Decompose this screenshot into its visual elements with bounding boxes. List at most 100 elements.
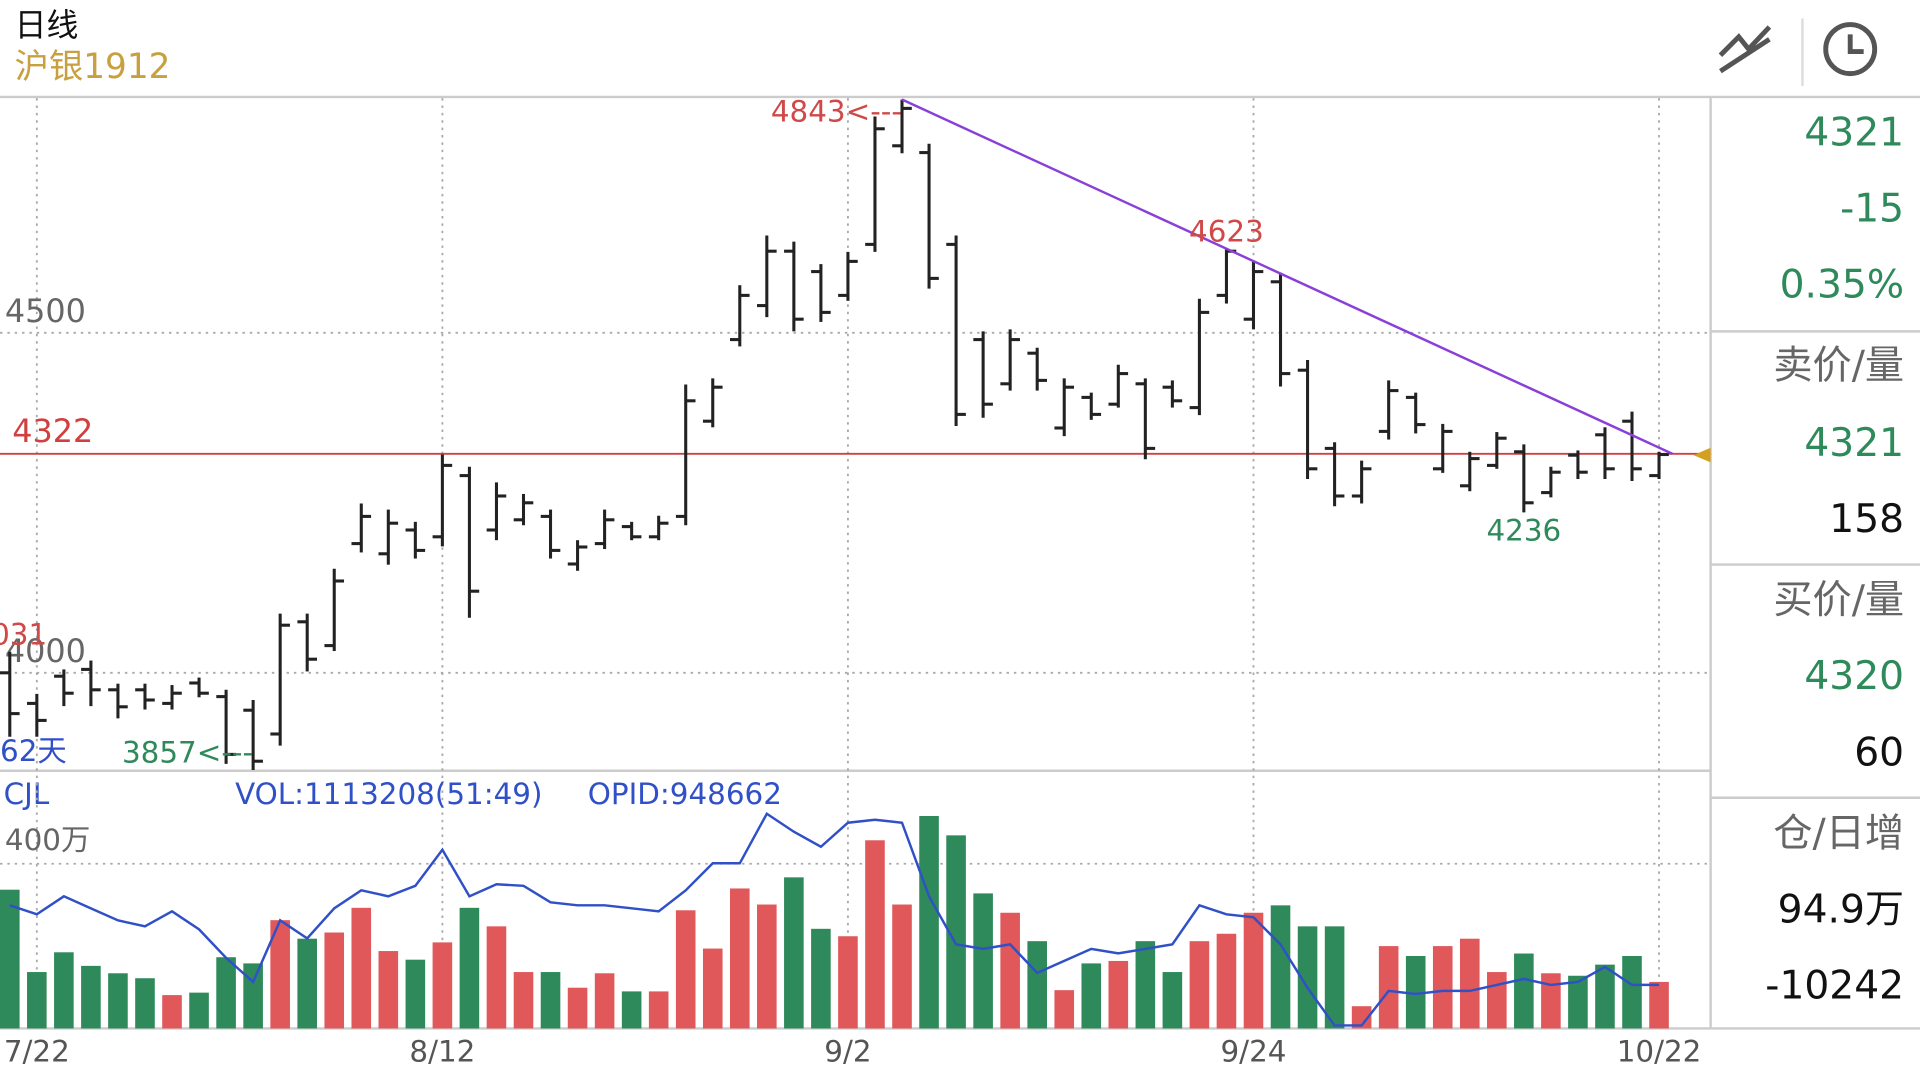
bid-label: 买价/量 xyxy=(1773,578,1904,623)
volume-bar xyxy=(513,972,534,1029)
volume-bar xyxy=(1081,963,1102,1029)
price-annotation: 4843<--- xyxy=(771,95,902,129)
icon-stroke[interactable] xyxy=(1719,37,1771,74)
opid-line xyxy=(9,811,1660,1027)
x-tick-label: 9/2 xyxy=(824,1034,871,1068)
oi-change: -10242 xyxy=(1765,963,1904,1008)
volume-bar xyxy=(81,965,101,1029)
volume-bar xyxy=(405,959,426,1029)
volume-bar xyxy=(973,893,993,1029)
volume-bar xyxy=(1487,972,1507,1029)
ask-label: 卖价/量 xyxy=(1773,344,1904,389)
volume-bar xyxy=(648,991,669,1029)
volume-bar xyxy=(108,973,128,1029)
title: 日线 xyxy=(15,6,79,44)
volume-bar xyxy=(1432,946,1453,1029)
x-tick-label: 9/24 xyxy=(1220,1034,1286,1068)
volume-bar xyxy=(459,907,480,1029)
volume-bar xyxy=(351,907,372,1029)
open-interest: 94.9万 xyxy=(1778,887,1904,932)
volume-bar xyxy=(270,920,290,1029)
volume-bar xyxy=(811,928,831,1029)
icon-stroke[interactable] xyxy=(1823,22,1878,77)
volume-bar xyxy=(1135,941,1156,1029)
volume-bar xyxy=(1351,1006,1372,1029)
volume-bar xyxy=(162,995,182,1029)
volume-bar xyxy=(757,904,777,1029)
volume-bar xyxy=(1595,964,1615,1029)
current-price-arrow xyxy=(1693,447,1711,463)
volume-bar xyxy=(324,932,345,1029)
volume-bar xyxy=(946,835,966,1029)
volume-bar xyxy=(729,888,750,1029)
y-tick-label: 4500 xyxy=(5,292,86,330)
current-price-label: 4322 xyxy=(12,412,93,450)
y-tick-label: 400万 xyxy=(5,823,90,857)
volume-bar xyxy=(621,991,642,1029)
volume-bar xyxy=(486,926,507,1029)
change: -15 xyxy=(1840,187,1904,232)
volume-bar xyxy=(1378,946,1399,1029)
x-tick-label: 7/22 xyxy=(4,1034,70,1068)
volume-bar xyxy=(1216,933,1237,1029)
ask-price: 4321 xyxy=(1804,421,1904,466)
x-tick-label: 8/12 xyxy=(409,1034,475,1068)
trendline xyxy=(901,98,1674,455)
volume-bar xyxy=(189,992,209,1029)
price-annotation: 4031 xyxy=(0,617,47,651)
bid-price: 4320 xyxy=(1804,654,1904,699)
volume-bar xyxy=(919,816,939,1029)
volume-bar xyxy=(838,936,858,1029)
x-tick-label: 10/22 xyxy=(1617,1034,1702,1068)
icon-stroke[interactable] xyxy=(1718,25,1772,57)
volume-bar xyxy=(567,987,588,1029)
volume-bar xyxy=(1459,938,1480,1029)
volume-bar xyxy=(1541,973,1561,1029)
volume-bar xyxy=(784,877,804,1029)
volume-bar xyxy=(1297,926,1318,1029)
legend-entry: VOL:1113208(51:49) xyxy=(235,777,542,811)
volume-bar xyxy=(1162,972,1183,1029)
volume-bar xyxy=(1649,981,1669,1029)
oi-label: 仓/日增 xyxy=(1773,811,1904,856)
last-price: 4321 xyxy=(1804,110,1904,155)
volume-bar xyxy=(540,972,561,1029)
volume-bar xyxy=(1189,941,1210,1029)
volume-bar xyxy=(1622,955,1642,1029)
price-annotation: 4236 xyxy=(1486,513,1561,547)
volume-bar xyxy=(1108,960,1129,1029)
volume-bar xyxy=(0,889,20,1029)
volume-bar xyxy=(865,840,885,1029)
volume-bar xyxy=(216,957,236,1029)
volume-bar xyxy=(1270,905,1291,1029)
ask-volume: 158 xyxy=(1829,497,1904,542)
volume-bar xyxy=(1027,941,1047,1029)
clock-icon[interactable] xyxy=(1823,22,1878,77)
volume-bar xyxy=(1054,990,1075,1029)
volume-bar xyxy=(675,910,696,1029)
volume-bar xyxy=(135,978,155,1029)
price-annotation: 4623 xyxy=(1189,215,1264,249)
period-label: 62天 xyxy=(0,734,67,768)
volume-bar xyxy=(892,904,912,1029)
volume-bar xyxy=(1000,912,1020,1029)
bid-volume: 60 xyxy=(1854,730,1904,775)
volume-bar xyxy=(702,948,723,1029)
volume-bar xyxy=(243,963,263,1029)
volume-bar xyxy=(27,972,47,1029)
trend-tool-icon[interactable] xyxy=(1718,25,1772,74)
icon-stroke[interactable] xyxy=(1847,34,1864,54)
y-tick-label: 4000 xyxy=(5,632,86,670)
indicator-name: CJL xyxy=(4,777,50,811)
symbol: 沪银1912 xyxy=(15,47,171,87)
volume-bar xyxy=(297,938,317,1029)
volume-bar xyxy=(54,952,74,1029)
volume-bar xyxy=(1568,975,1588,1029)
volume-bar xyxy=(432,942,453,1029)
legend-entry: OPID:948662 xyxy=(588,777,782,811)
volume-bar xyxy=(594,973,615,1029)
volume-bar xyxy=(1324,926,1345,1029)
volume-bar xyxy=(1514,953,1534,1029)
